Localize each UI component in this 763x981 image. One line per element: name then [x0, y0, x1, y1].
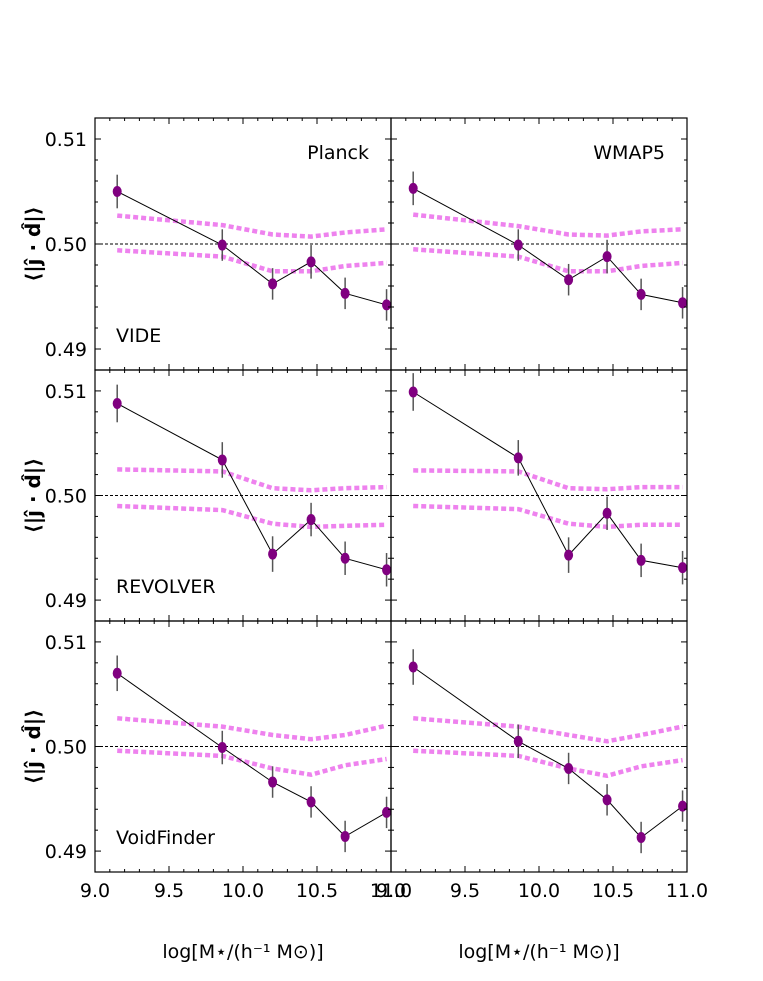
panel-revolver-planck: 0.49 0.50 0.51 REVOLVER: [45, 369, 392, 622]
y-tick-label: 0.49: [45, 590, 87, 612]
y-tick-label: 0.51: [45, 129, 87, 151]
band-lower-curve: [413, 503, 683, 530]
band-upper-curve: [412, 212, 683, 238]
band-lower-curve: [413, 748, 683, 779]
y-tick-label: 0.50: [45, 234, 87, 256]
panel-vide-wmap5: WMAP5: [390, 117, 688, 371]
x-tick-label: 10.0: [518, 880, 560, 902]
panel-revolver-wmap5: [390, 369, 688, 622]
x-tick-label: 10.0: [222, 880, 264, 902]
data-point: [602, 251, 612, 263]
panel-revolver-planck-plot-area: [95, 384, 391, 587]
data-point: [678, 297, 687, 309]
row-title-revolver: REVOLVER: [116, 576, 216, 598]
data-point: [564, 549, 574, 561]
data-point: [306, 514, 316, 526]
y-tick-label: 0.51: [45, 632, 87, 654]
data-point: [382, 299, 391, 311]
band-upper-curve: [116, 213, 387, 239]
data-point: [217, 239, 227, 251]
row-title-vide: VIDE: [116, 325, 161, 347]
panel-revolver-wmap5-plot-area: [391, 373, 687, 585]
data-point: [408, 386, 418, 398]
data-point: [408, 661, 418, 673]
x-axis-label: log[M⋆/(h⁻¹ M⊙)]: [458, 941, 619, 963]
panel-vide-wmap5-plot-area: [391, 171, 687, 319]
x-tick-label: 9.5: [450, 880, 480, 902]
data-point: [306, 796, 316, 808]
data-point: [217, 454, 227, 466]
data-point: [678, 800, 687, 812]
data-point: [678, 562, 687, 574]
y-axis-label: ⟨|ĵ · d̂|⟩: [21, 709, 45, 785]
x-axis-label: log[M⋆/(h⁻¹ M⊙)]: [162, 941, 323, 963]
data-point: [602, 794, 612, 806]
band-lower-curve: [413, 247, 683, 274]
x-tick-label: 9.0: [80, 880, 110, 902]
panel-voidfinder-wmap5-plot-area: [391, 649, 687, 854]
y-tick-label: 0.49: [45, 339, 87, 361]
data-series-line: [116, 672, 387, 838]
data-point: [602, 507, 612, 519]
band-upper-curve: [413, 716, 684, 744]
data-point: [268, 776, 278, 788]
y-axis-labels: ⟨|ĵ · d̂|⟩ ⟨|ĵ · d̂|⟩ ⟨|ĵ · d̂|⟩: [21, 206, 45, 784]
x-tick-label: 11.0: [370, 880, 412, 902]
column-title-wmap5: WMAP5: [593, 142, 665, 164]
data-series-line: [116, 191, 387, 306]
data-point: [268, 278, 278, 290]
data-point: [340, 830, 350, 842]
band-upper-curve: [413, 468, 683, 492]
data-point: [112, 186, 122, 197]
data-series-line: [116, 403, 387, 571]
data-point: [306, 256, 316, 268]
x-tick-label: 11.0: [666, 880, 708, 902]
x-axis-labels: log[M⋆/(h⁻¹ M⊙)] log[M⋆/(h⁻¹ M⊙)]: [162, 941, 619, 963]
data-point: [268, 548, 278, 560]
data-point: [112, 397, 122, 409]
x-tick-label: 9.5: [154, 880, 184, 902]
band-lower-curve: [117, 748, 387, 777]
band-upper-curve: [117, 716, 388, 742]
x-tick-label: 10.5: [592, 880, 634, 902]
data-series-line: [412, 391, 683, 569]
data-point: [217, 742, 227, 754]
data-point: [382, 564, 391, 576]
data-point: [408, 182, 418, 194]
data-point: [636, 554, 646, 566]
data-point: [564, 274, 574, 286]
y-axis-label: ⟨|ĵ · d̂|⟩: [21, 458, 45, 534]
band-lower-curve: [117, 248, 387, 274]
panel-vide-planck: 0.49 0.50 0.51 Planck VIDE: [45, 117, 392, 371]
y-tick-label: 0.49: [45, 841, 87, 863]
panel-voidfinder-wmap5: 9.0 9.5 10.0 10.5 11.0: [376, 620, 708, 902]
data-point: [382, 806, 391, 818]
data-point: [513, 735, 523, 747]
band-upper-curve: [117, 467, 387, 493]
y-axis-label: ⟨|ĵ · d̂|⟩: [21, 206, 45, 282]
y-tick-label: 0.50: [45, 737, 87, 759]
data-point: [340, 552, 350, 564]
panel-voidfinder-planck: 0.49 0.50 0.51 9.0 9.5 10.0 10.5 11.0 VoidFinder: [45, 620, 412, 902]
panel-grid: 0.49 0.50 0.51 Planck VIDE WMAP5 0.49 0.50 0.51 R…: [45, 117, 708, 902]
row-title-voidfinder: VoidFinder: [116, 827, 215, 849]
x-tick-label: 10.5: [296, 880, 338, 902]
column-title-planck: Planck: [307, 142, 369, 164]
data-point: [636, 831, 646, 843]
data-series-line: [412, 666, 683, 839]
data-point: [513, 452, 523, 464]
y-tick-label: 0.51: [45, 381, 87, 403]
band-lower-curve: [117, 503, 387, 530]
data-point: [513, 239, 523, 251]
x-tick-label: 9.0: [376, 880, 406, 902]
data-series-line: [412, 187, 683, 304]
panel-vide-planck-plot-area: [95, 174, 391, 321]
data-point: [112, 667, 122, 679]
panel-voidfinder-planck-plot-area: [95, 655, 391, 853]
y-tick-label: 0.50: [45, 486, 87, 508]
data-point: [340, 287, 350, 299]
data-point: [636, 288, 646, 300]
data-point: [564, 762, 574, 774]
